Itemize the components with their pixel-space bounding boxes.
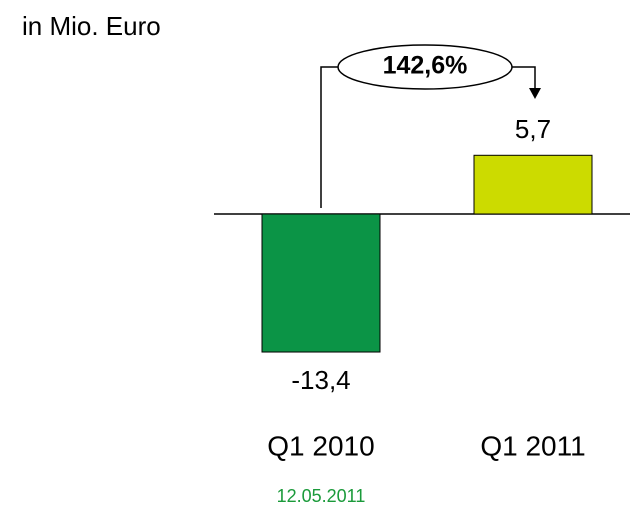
bar [261,213,381,353]
x-tick-label: Q1 2011 [480,430,585,461]
annotation-text: 142,6% [383,52,468,80]
annotation-connector [320,66,338,208]
value-label: 5,7 [515,114,551,144]
footer-date: 12.05.2011 [277,486,366,506]
x-tick-label: Q1 2010 [267,430,374,461]
annotation-ellipse [337,44,513,90]
value-label: -13,4 [291,365,350,395]
annotation-arrowhead [529,88,541,99]
chart-subtitle: in Mio. Euro [22,11,161,41]
annotation-connector [512,66,536,92]
bar [473,154,593,215]
